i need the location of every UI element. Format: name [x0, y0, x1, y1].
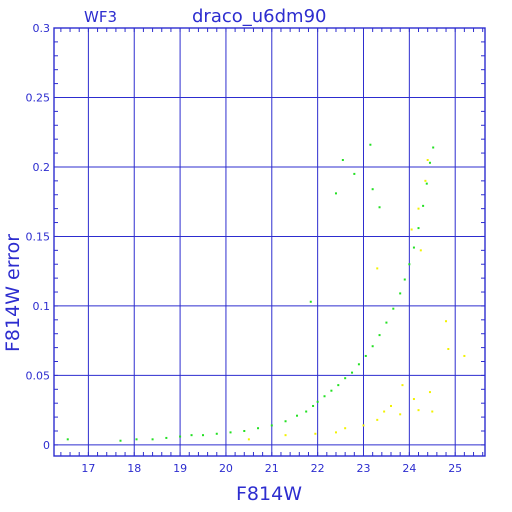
y-tick-label: 0.2	[33, 161, 51, 174]
x-tick-label: 22	[311, 462, 325, 475]
chart-title: draco_u6dm90	[192, 6, 327, 27]
y-tick-label: 0.15	[26, 230, 51, 243]
data-point	[330, 389, 333, 392]
minor-ticks	[54, 27, 485, 456]
data-point	[392, 307, 395, 310]
data-point	[344, 377, 347, 380]
data-point	[257, 427, 260, 430]
y-tick-label: 0.25	[26, 91, 51, 104]
data-point	[378, 206, 381, 209]
data-point	[337, 384, 340, 387]
data-point	[422, 204, 425, 207]
data-point	[341, 159, 344, 162]
data-points	[66, 143, 466, 442]
x-tick-label: 19	[173, 462, 187, 475]
data-point	[202, 434, 205, 437]
data-point	[305, 410, 308, 413]
flagged-point	[417, 409, 420, 412]
flagged-point	[314, 432, 317, 435]
x-tick-label: 24	[402, 462, 416, 475]
data-point	[353, 172, 356, 175]
data-point	[364, 354, 367, 357]
data-point	[371, 345, 374, 348]
flagged-point	[344, 427, 347, 430]
data-point	[270, 424, 273, 427]
data-point	[190, 434, 193, 437]
data-point	[151, 438, 154, 441]
flagged-point	[284, 434, 287, 437]
data-point	[323, 395, 326, 398]
x-tick-label: 20	[219, 462, 233, 475]
data-point	[135, 438, 138, 441]
data-point	[309, 300, 312, 303]
grid-lines	[54, 27, 485, 456]
data-point	[243, 429, 246, 432]
data-point	[119, 439, 122, 442]
flagged-point	[445, 320, 448, 323]
flagged-point	[362, 424, 365, 427]
x-tick-label: 21	[265, 462, 279, 475]
x-axis-label: F814W	[236, 483, 302, 505]
data-point	[378, 334, 381, 337]
x-tick-label: 18	[127, 462, 141, 475]
flagged-point	[410, 228, 413, 231]
flagged-point	[428, 391, 431, 394]
flagged-point	[401, 384, 404, 387]
data-point	[351, 371, 354, 374]
data-point	[369, 143, 372, 146]
flagged-point	[431, 410, 434, 413]
x-tick-labels: 17 18 19 20 21 22 23 24 25	[81, 462, 462, 475]
y-tick-label: 0.1	[33, 300, 51, 313]
flagged-point	[447, 348, 450, 350]
flagged-point	[247, 438, 250, 441]
flagged-point	[417, 207, 420, 210]
data-point	[428, 161, 431, 164]
data-point	[179, 435, 182, 438]
y-tick-label: 0.05	[26, 369, 51, 382]
flagged-point	[463, 354, 466, 357]
flagged-point	[424, 179, 427, 182]
flagged-point	[390, 404, 393, 407]
data-point	[425, 182, 428, 185]
data-point	[229, 431, 232, 434]
data-point	[408, 263, 411, 266]
data-point	[403, 278, 406, 281]
flagged-point	[383, 410, 386, 413]
x-tick-label: 25	[448, 462, 462, 475]
y-tick-labels: 0 0.05 0.1 0.15 0.2 0.25 0.3	[26, 22, 51, 452]
plot-frame	[53, 27, 486, 457]
data-point	[296, 414, 299, 417]
flagged-point	[412, 398, 415, 401]
y-tick-label: 0	[43, 439, 50, 452]
flagged-point	[334, 431, 337, 434]
data-point	[165, 436, 168, 439]
chip-label: WF3	[84, 8, 117, 26]
flagged-point	[376, 267, 379, 270]
data-point	[66, 438, 69, 441]
flagged-point	[419, 249, 422, 252]
y-axis-label: F814W error	[2, 234, 24, 352]
data-point	[412, 246, 415, 249]
data-point	[399, 292, 402, 295]
flagged-point	[399, 413, 402, 416]
data-point	[312, 404, 315, 407]
data-point	[334, 192, 337, 195]
data-point	[357, 363, 360, 366]
data-point	[316, 400, 319, 403]
data-point	[417, 227, 420, 230]
x-tick-label: 17	[81, 462, 95, 475]
data-point	[284, 420, 287, 423]
data-point	[385, 321, 388, 324]
flagged-point	[426, 159, 429, 162]
y-tick-label: 0.3	[33, 22, 51, 35]
data-point	[215, 432, 218, 435]
data-point	[371, 188, 374, 191]
x-tick-label: 23	[356, 462, 370, 475]
flagged-point	[376, 418, 379, 421]
data-point	[432, 146, 435, 149]
